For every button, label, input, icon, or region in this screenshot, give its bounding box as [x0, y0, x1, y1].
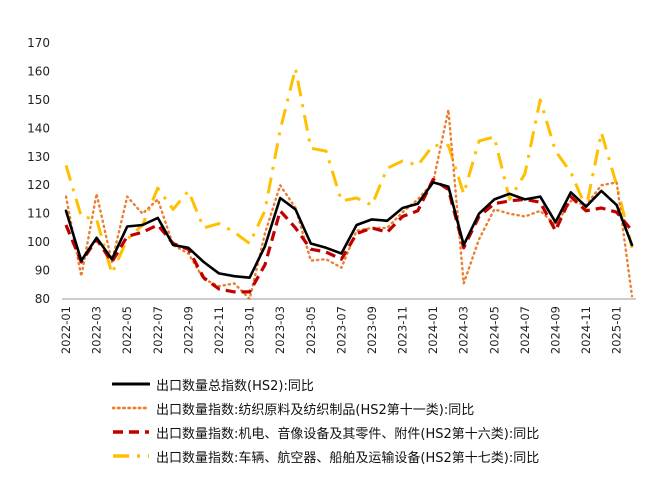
legend-item-total: 出口数量总指数(HS2):同比 [112, 372, 652, 396]
legend-label-electromechanical: 出口数量指数:机电、音像设备及其零件、附件(HS2第十六类):同比 [156, 426, 540, 442]
x-tick-label: 2024-03 [457, 306, 471, 354]
y-tick-label: 140 [27, 121, 50, 135]
series-line-2 [64, 177, 634, 294]
x-tick-label: 2023-07 [334, 306, 348, 354]
series-line-0 [64, 181, 634, 279]
x-tick-label: 2022-01 [59, 306, 73, 354]
x-tick-label: 2023-11 [396, 306, 410, 354]
x-tick-label: 2024-07 [518, 306, 532, 354]
x-tick-label: 2022-03 [90, 306, 104, 354]
legend-label-textile: 出口数量指数:纺织原料及纺织制品(HS2第十一类):同比 [156, 402, 475, 418]
legend-label-vehicles: 出口数量指数:车辆、航空器、船舶及运输设备(HS2第十七类):同比 [156, 450, 540, 466]
x-tick-label: 2022-07 [151, 306, 165, 354]
series-line-1 [64, 108, 634, 301]
y-tick-label: 90 [35, 264, 50, 278]
y-tick-label: 100 [27, 235, 50, 249]
y-tick-label: 110 [27, 207, 50, 221]
legend: 出口数量总指数(HS2):同比 出口数量指数:纺织原料及纺织制品(HS2第十一类… [112, 372, 652, 468]
y-tick-label: 160 [27, 64, 50, 78]
x-tick-label: 2023-09 [365, 306, 379, 354]
legend-swatch-total [112, 382, 150, 386]
x-tick-label: 2024-05 [487, 306, 501, 354]
x-tick-label: 2024-09 [549, 306, 563, 354]
legend-swatch-textile [112, 406, 150, 410]
series-lines [64, 67, 634, 301]
x-tick-label: 2023-01 [243, 306, 257, 354]
legend-item-electromechanical: 出口数量指数:机电、音像设备及其零件、附件(HS2第十六类):同比 [112, 420, 652, 444]
y-tick-label: 150 [27, 93, 50, 107]
x-tick-label: 2022-11 [212, 306, 226, 354]
x-tick-label: 2022-09 [181, 306, 195, 354]
series-line-3 [64, 67, 634, 275]
y-tick-label: 80 [35, 292, 50, 306]
legend-item-textile: 出口数量指数:纺织原料及纺织制品(HS2第十一类):同比 [112, 396, 652, 420]
x-axis: 2022-01 2022-03 2022-05 2022-07 2022-09 2022-… [59, 298, 636, 354]
x-tick-label: 2022-05 [120, 306, 134, 354]
x-tick-label: 2024-01 [426, 306, 440, 354]
legend-label-total: 出口数量总指数(HS2):同比 [156, 378, 314, 394]
legend-item-vehicles: 出口数量指数:车辆、航空器、船舶及运输设备(HS2第十七类):同比 [112, 444, 652, 468]
legend-swatch-vehicles [113, 454, 149, 458]
y-tick-label: 170 [27, 36, 50, 50]
legend-swatch-electromechanical [113, 430, 149, 434]
y-tick-label: 120 [27, 178, 50, 192]
y-axis: 80 90 100 110 120 130 140 150 160 170 [27, 36, 50, 306]
x-tick-label: 2024-11 [579, 306, 593, 354]
x-tick-label: 2025-01 [610, 306, 624, 354]
x-tick-label: 2023-03 [273, 306, 287, 354]
x-tick-label: 2023-05 [304, 306, 318, 354]
y-tick-label: 130 [27, 150, 50, 164]
